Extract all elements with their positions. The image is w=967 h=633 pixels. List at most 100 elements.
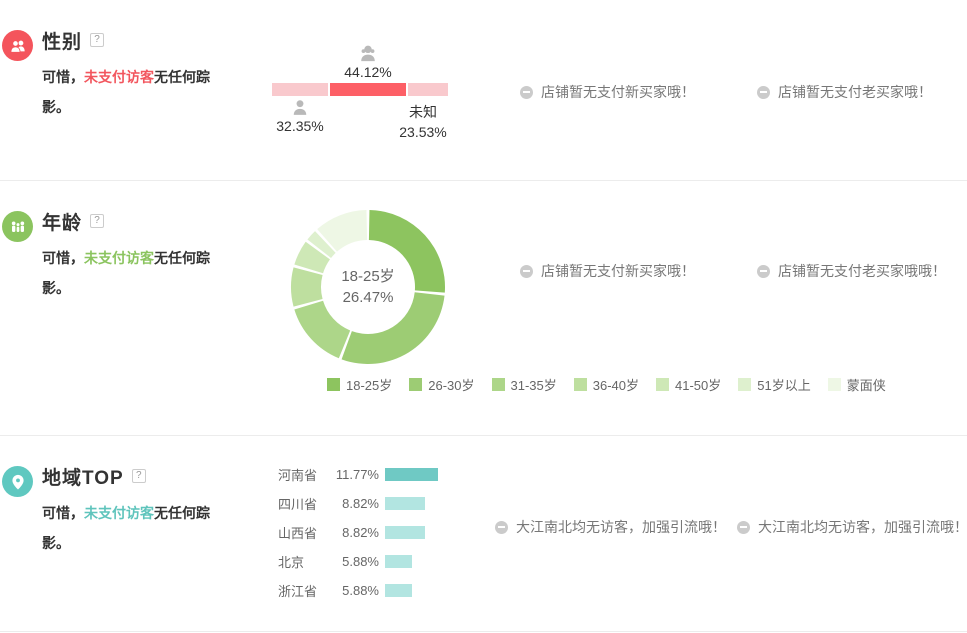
region-bar-chart: 河南省 11.77% 四川省 8.82% 山西省 8.82% 北京 5.88% … [278,460,438,605]
age-donut-chart [288,207,448,367]
message-text: 店铺暂无支付新买家哦！ [541,84,695,100]
minus-circle-icon [520,264,533,278]
donut-slice[interactable] [291,267,323,307]
region-bar[interactable] [385,468,438,481]
legend-label: 31-35岁 [510,378,557,393]
minus-circle-icon [737,520,750,534]
age-panel: 年龄 ? 可惜，未支付访客无任何踪影。 18-25岁 26.47% 18-25岁… [0,181,967,436]
location-pin-icon [2,466,33,497]
minus-circle-icon [757,85,770,99]
age-help-icon[interactable]: ? [90,214,105,228]
legend-label: 18-25岁 [346,378,393,393]
legend-swatch [573,378,587,391]
age-message-old-buyers: 店铺暂无支付老买家哦哦！ [757,261,946,281]
legend-item[interactable]: 蒙面侠 [827,375,886,394]
unknown-group: 未知 23.53% [395,102,451,140]
family-icon [2,211,33,242]
region-bar[interactable] [385,584,412,597]
minus-circle-icon [495,520,508,534]
male-percent: 32.35% [276,118,324,134]
gender-help-icon[interactable]: ? [90,33,105,47]
age-legend: 18-25岁 26-30岁 31-35岁 36-40岁 41-50岁 51岁以上… [327,375,903,394]
region-row-value: 5.88% [342,583,379,598]
donut-slice[interactable] [307,231,336,258]
gender-stacked-bar [272,83,448,96]
unpaid-visitors-link[interactable]: 未支付访客 [84,69,154,85]
legend-label: 41-50岁 [675,378,722,393]
region-row-label: 浙江省 [278,584,318,599]
legend-swatch [738,378,752,391]
legend-swatch [656,378,669,391]
legend-label: 51岁以上 [757,378,811,393]
legend-swatch [409,378,423,391]
legend-item[interactable]: 36-40岁 [573,375,639,394]
region-row-value: 8.82% [342,496,379,511]
legend-swatch [491,378,505,391]
region-row: 浙江省 5.88% [278,576,438,605]
region-row: 山西省 8.82% [278,518,438,547]
gender-message-new-buyers: 店铺暂无支付新买家哦！ [520,82,695,102]
region-note: 可惜，未支付访客无任何踪影。 [42,498,226,558]
region-row-label: 山西省 [278,526,318,541]
region-row: 北京 5.88% [278,547,438,576]
female-icon [361,45,375,62]
region-message-2: 大江南北均无访客，加强引流哦！ [737,517,967,537]
message-text: 大江南北均无访客，加强引流哦！ [516,519,726,535]
gender-panel: 性别 ? 可惜，未支付访客无任何踪影。 44.12% 32.35% 未知 [0,0,967,181]
gender-section-title: 性别 [42,31,83,53]
legend-swatch [327,378,340,391]
gender-bar-segment[interactable] [272,83,328,96]
donut-center-percent: 26.47% [342,289,394,306]
region-row-label: 河南省 [278,468,318,483]
male-icon [293,100,307,115]
donut-slice[interactable] [341,292,445,364]
male-group: 32.35% [272,98,328,134]
donut-slice[interactable] [294,241,330,274]
gender-message-old-buyers: 店铺暂无支付老买家哦！ [757,82,932,102]
donut-slice[interactable] [317,210,368,252]
legend-item[interactable]: 26-30岁 [409,375,475,394]
donut-center-label: 18-25岁 [341,268,395,285]
note-text: 无任何踪影。 [42,505,210,551]
gender-note: 可惜，未支付访客无任何踪影。 [42,62,226,122]
gender-bar-segment[interactable] [329,83,406,96]
legend-item[interactable]: 18-25岁 [327,375,392,394]
unpaid-visitors-link[interactable]: 未支付访客 [84,505,154,521]
legend-label: 26-30岁 [428,378,475,393]
region-bar[interactable] [385,555,412,568]
region-bar[interactable] [385,526,425,539]
legend-swatch [827,378,841,391]
note-text: 可惜， [42,250,84,266]
region-help-icon[interactable]: ? [131,469,146,483]
note-text: 可惜， [42,69,84,85]
minus-circle-icon [520,85,533,99]
gender-couple-icon [2,30,33,61]
unpaid-visitors-link[interactable]: 未支付访客 [84,250,154,266]
message-text: 店铺暂无支付新买家哦！ [541,263,695,279]
region-section-title: 地域TOP [42,467,124,489]
female-group: 44.12% [337,43,399,80]
female-percent: 44.12% [344,64,392,80]
region-row-value: 11.77% [335,467,379,482]
region-row: 河南省 11.77% [278,460,438,489]
message-text: 大江南北均无访客，加强引流哦！ [758,519,967,535]
legend-label: 蒙面侠 [846,378,886,393]
message-text: 店铺暂无支付老买家哦哦！ [778,263,946,279]
region-row-value: 8.82% [342,525,379,540]
unknown-label: 未知 [409,104,437,120]
note-text: 无任何踪影。 [42,250,210,296]
age-note: 可惜，未支付访客无任何踪影。 [42,243,226,303]
note-text: 可惜， [42,505,84,521]
legend-item[interactable]: 41-50岁 [656,375,721,394]
region-row-value: 5.88% [342,554,379,569]
age-message-new-buyers: 店铺暂无支付新买家哦！ [520,261,695,281]
gender-bar-segment[interactable] [407,83,448,96]
legend-item[interactable]: 51岁以上 [738,375,811,394]
note-text: 无任何踪影。 [42,69,210,115]
donut-slice[interactable] [368,210,445,293]
region-message-1: 大江南北均无访客，加强引流哦！ [495,517,726,537]
donut-slice[interactable] [294,300,351,359]
age-section-title: 年龄 [42,212,83,234]
region-bar[interactable] [385,497,425,510]
legend-item[interactable]: 31-35岁 [491,375,557,394]
